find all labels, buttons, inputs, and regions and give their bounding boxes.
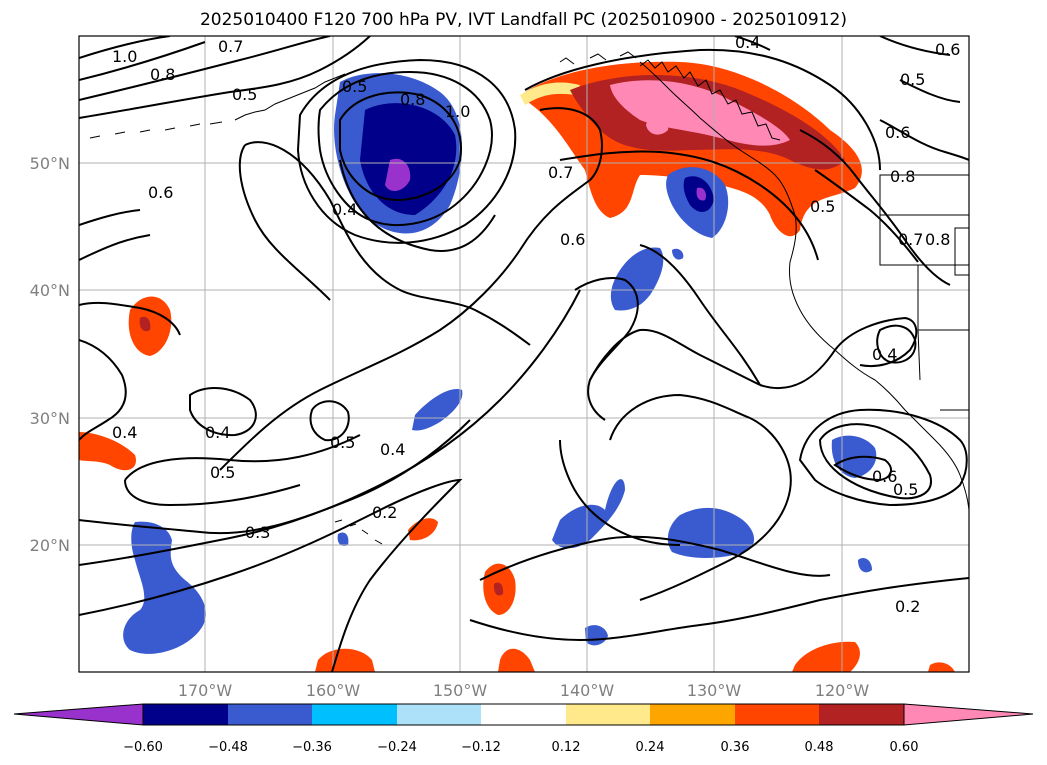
colorbar-tick-label: −0.60	[123, 740, 163, 755]
contour-label: 0.4	[205, 423, 230, 442]
contour-label: 0.3	[245, 523, 270, 542]
colorbar-tick-label: −0.48	[208, 740, 248, 755]
lat-label: 50°N	[30, 154, 70, 173]
contour-label: 0.5	[342, 77, 367, 96]
lon-label: 170°W	[178, 681, 233, 700]
contour-label: 0.2	[372, 503, 397, 522]
contour-label: 0.5	[210, 463, 235, 482]
contour-label: 0.8	[925, 230, 950, 249]
contour-label: 0.6	[885, 123, 910, 142]
map-title: 2025010400 F120 700 hPa PV, IVT Landfall…	[199, 10, 847, 30]
lon-label: 120°W	[815, 681, 870, 700]
contour-label: 0.6	[935, 40, 960, 59]
colorbar-tick-label: 0.60	[890, 740, 919, 755]
contour-label: 0.7	[218, 37, 243, 56]
colorbar-swatch	[397, 704, 481, 725]
colorbar-tick-label: −0.12	[461, 740, 501, 755]
contour-label: 0.5	[893, 480, 918, 499]
colorbar-tick-label: 0.36	[721, 740, 750, 755]
map-plot-area: 1.0 0.8 0.7 0.5 0.5 0.8 1.0 0.4 0.6 0.4 …	[79, 33, 969, 672]
contour-label: 0.8	[400, 90, 425, 109]
contour-label: 0.6	[560, 230, 585, 249]
lat-label: 20°N	[30, 536, 70, 555]
contour-label: 0.4	[332, 200, 357, 219]
colorbar-tick-label: 0.12	[552, 740, 581, 755]
colorbar-swatch	[650, 704, 735, 725]
contour-label: 0.6	[148, 183, 173, 202]
lat-label: 40°N	[30, 281, 70, 300]
contour-label: 0.7	[898, 230, 923, 249]
contour-label: 0.2	[895, 597, 920, 616]
colorbar-swatch	[143, 704, 228, 725]
contour-label: 0.5	[330, 433, 355, 452]
colorbar-extend-low	[13, 703, 144, 726]
lon-label: 150°W	[433, 681, 488, 700]
contour-labels: 1.0 0.8 0.7 0.5 0.5 0.8 1.0 0.4 0.6 0.4 …	[112, 33, 960, 616]
colorbar-swatch	[819, 704, 904, 725]
contour-label: 1.0	[112, 47, 137, 66]
contour-label: 0.8	[150, 65, 175, 84]
colorbar-swatch	[481, 704, 566, 725]
colorbar-tick-label: 0.24	[636, 740, 665, 755]
contour-label: 0.6	[872, 467, 897, 486]
colorbar-tick-label: 0.48	[805, 740, 834, 755]
colorbar-swatch	[735, 704, 819, 725]
colorbar-tick-label: −0.24	[377, 740, 417, 755]
contour-label: 0.5	[810, 197, 835, 216]
plot-frame	[78, 35, 970, 673]
colorbar-tick-label: −0.36	[292, 740, 332, 755]
colorbar-swatch	[566, 704, 650, 725]
colorbar-swatch	[228, 704, 312, 725]
latitude-labels: 50°N 40°N 30°N 20°N	[30, 154, 70, 555]
contour-label: 0.4	[872, 345, 897, 364]
contour-label: 0.5	[900, 70, 925, 89]
contour-label: 0.5	[232, 85, 257, 104]
longitude-labels: 170°W 160°W 150°W 140°W 130°W 120°W	[178, 681, 870, 700]
contour-label: 0.4	[112, 423, 137, 442]
coastlines	[89, 51, 969, 545]
lon-label: 160°W	[306, 681, 361, 700]
colorbar: −0.60 −0.48 −0.36 −0.24 −0.12 0.12 0.24 …	[13, 703, 1034, 755]
contour-label: 0.8	[890, 167, 915, 186]
shaded-regions	[79, 61, 955, 672]
pv-contours	[79, 36, 969, 672]
lat-label: 30°N	[30, 409, 70, 428]
lon-label: 140°W	[560, 681, 615, 700]
contour-label: 0.4	[735, 33, 760, 52]
colorbar-extend-high	[903, 703, 1034, 726]
lon-label: 130°W	[687, 681, 742, 700]
contour-label: 0.7	[548, 163, 573, 182]
contour-label: 0.4	[380, 440, 405, 459]
colorbar-swatch	[312, 704, 397, 725]
contour-label: 1.0	[445, 102, 470, 121]
